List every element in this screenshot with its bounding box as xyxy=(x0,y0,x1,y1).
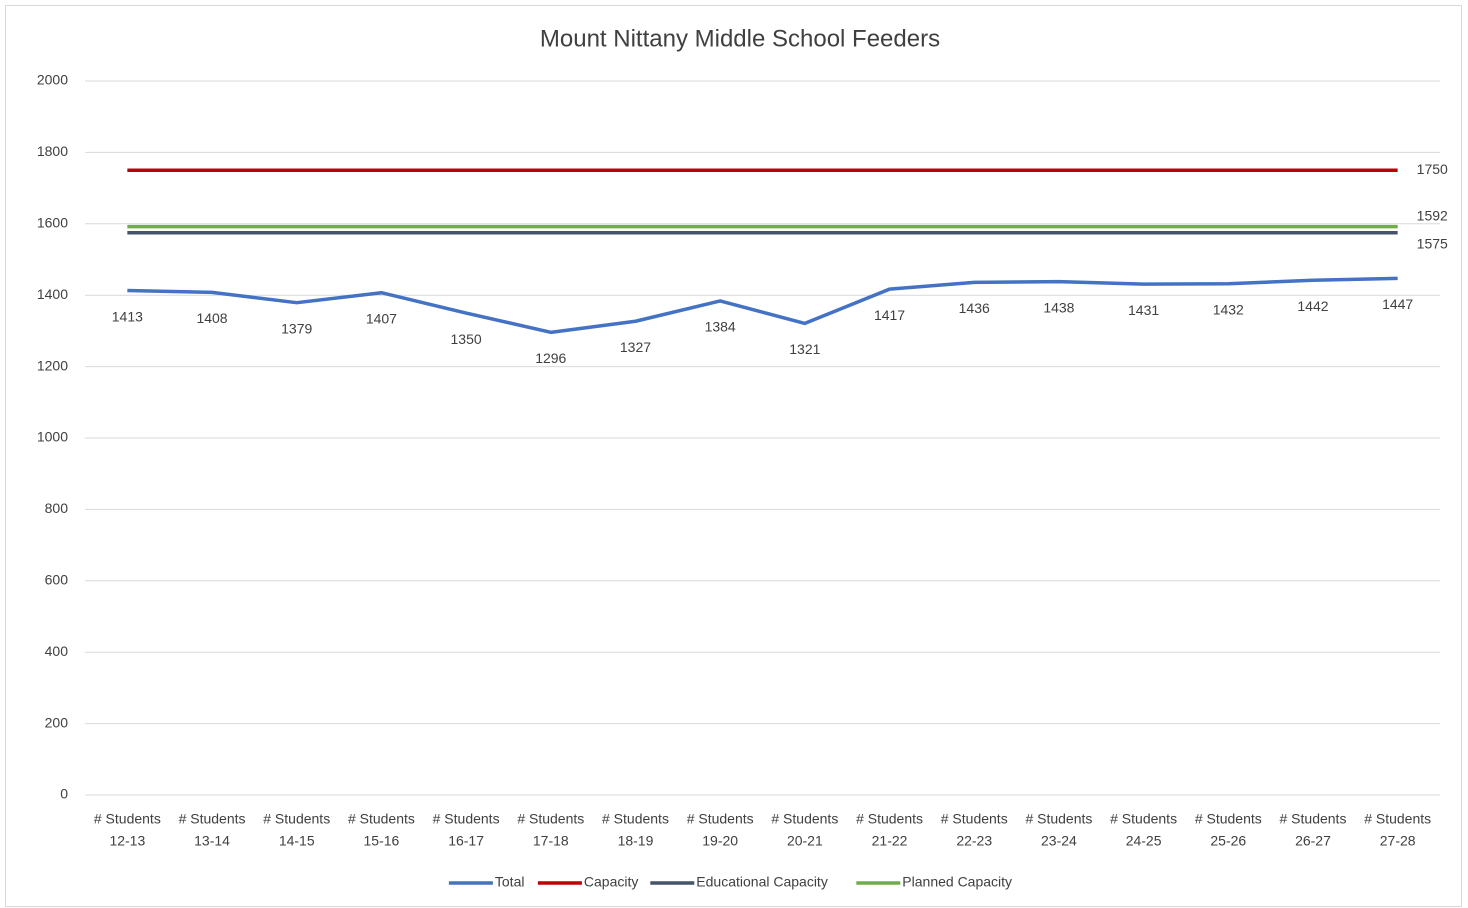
x-tick-label: 27-28 xyxy=(1380,833,1416,849)
x-tick-label: # Students xyxy=(687,811,754,827)
data-label: 1431 xyxy=(1128,302,1159,318)
legend-label: Planned Capacity xyxy=(902,874,1012,890)
data-label: 1296 xyxy=(535,350,566,366)
legend-label: Educational Capacity xyxy=(696,874,828,890)
x-tick-label: 25-26 xyxy=(1210,833,1246,849)
chart-border xyxy=(5,5,1462,907)
data-label: 1575 xyxy=(1417,235,1448,251)
x-tick-label: 20-21 xyxy=(787,833,823,849)
x-tick-label: 26-27 xyxy=(1295,833,1331,849)
x-tick-label: # Students xyxy=(179,811,246,827)
x-tick-label: 21-22 xyxy=(872,833,908,849)
data-label: 1413 xyxy=(112,308,143,324)
x-tick-label: # Students xyxy=(856,811,923,827)
x-tick-label: # Students xyxy=(348,811,415,827)
x-tick-label: # Students xyxy=(1025,811,1092,827)
data-label: 1750 xyxy=(1417,161,1448,177)
x-tick-label: # Students xyxy=(433,811,500,827)
x-tick-label: 13-14 xyxy=(194,833,230,849)
data-label: 1592 xyxy=(1417,207,1448,223)
x-tick-label: # Students xyxy=(263,811,330,827)
x-tick-label: 16-17 xyxy=(448,833,484,849)
y-tick-label: 200 xyxy=(45,714,69,730)
x-tick-label: 17-18 xyxy=(533,833,569,849)
y-tick-label: 0 xyxy=(60,786,68,802)
data-label: 1442 xyxy=(1297,298,1328,314)
x-tick-label: # Students xyxy=(94,811,161,827)
x-tick-label: 14-15 xyxy=(279,833,315,849)
data-label: 1417 xyxy=(874,307,905,323)
y-tick-label: 400 xyxy=(45,643,69,659)
x-tick-label: 24-25 xyxy=(1126,833,1162,849)
x-tick-label: 12-13 xyxy=(109,833,145,849)
data-label: 1327 xyxy=(620,339,651,355)
x-tick-label: # Students xyxy=(1195,811,1262,827)
legend-label: Total xyxy=(495,874,525,890)
x-tick-label: 22-23 xyxy=(956,833,992,849)
x-tick-label: # Students xyxy=(1364,811,1431,827)
data-label: 1447 xyxy=(1382,296,1413,312)
x-tick-label: # Students xyxy=(1110,811,1177,827)
x-tick-label: # Students xyxy=(1280,811,1347,827)
line-series xyxy=(127,276,1398,335)
x-tick-label: # Students xyxy=(941,811,1008,827)
x-tick-label: # Students xyxy=(771,811,838,827)
y-tick-label: 600 xyxy=(45,572,69,588)
legend-label: Capacity xyxy=(584,874,638,890)
x-tick-label: # Students xyxy=(602,811,669,827)
data-label: 1384 xyxy=(705,319,736,335)
x-tick-label: 18-19 xyxy=(618,833,654,849)
x-tick-label: # Students xyxy=(517,811,584,827)
chart-title: Mount Nittany Middle School Feeders xyxy=(540,25,940,52)
y-tick-label: 1400 xyxy=(37,286,68,302)
data-label: 1436 xyxy=(959,300,990,316)
x-tick-label: 23-24 xyxy=(1041,833,1077,849)
y-tick-label: 2000 xyxy=(37,72,68,88)
y-tick-label: 1600 xyxy=(37,215,68,231)
data-label: 1321 xyxy=(789,341,820,357)
data-label: 1379 xyxy=(281,320,312,336)
y-tick-label: 1200 xyxy=(37,357,68,373)
x-tick-label: 15-16 xyxy=(364,833,400,849)
data-label: 1432 xyxy=(1213,301,1244,317)
y-tick-label: 1000 xyxy=(37,429,68,445)
y-tick-label: 800 xyxy=(45,500,69,516)
data-label: 1350 xyxy=(451,331,482,347)
data-label: 1407 xyxy=(366,310,397,326)
x-tick-label: 19-20 xyxy=(702,833,738,849)
data-label: 1408 xyxy=(196,310,227,326)
data-label: 1438 xyxy=(1043,299,1074,315)
y-tick-label: 1800 xyxy=(37,143,68,159)
